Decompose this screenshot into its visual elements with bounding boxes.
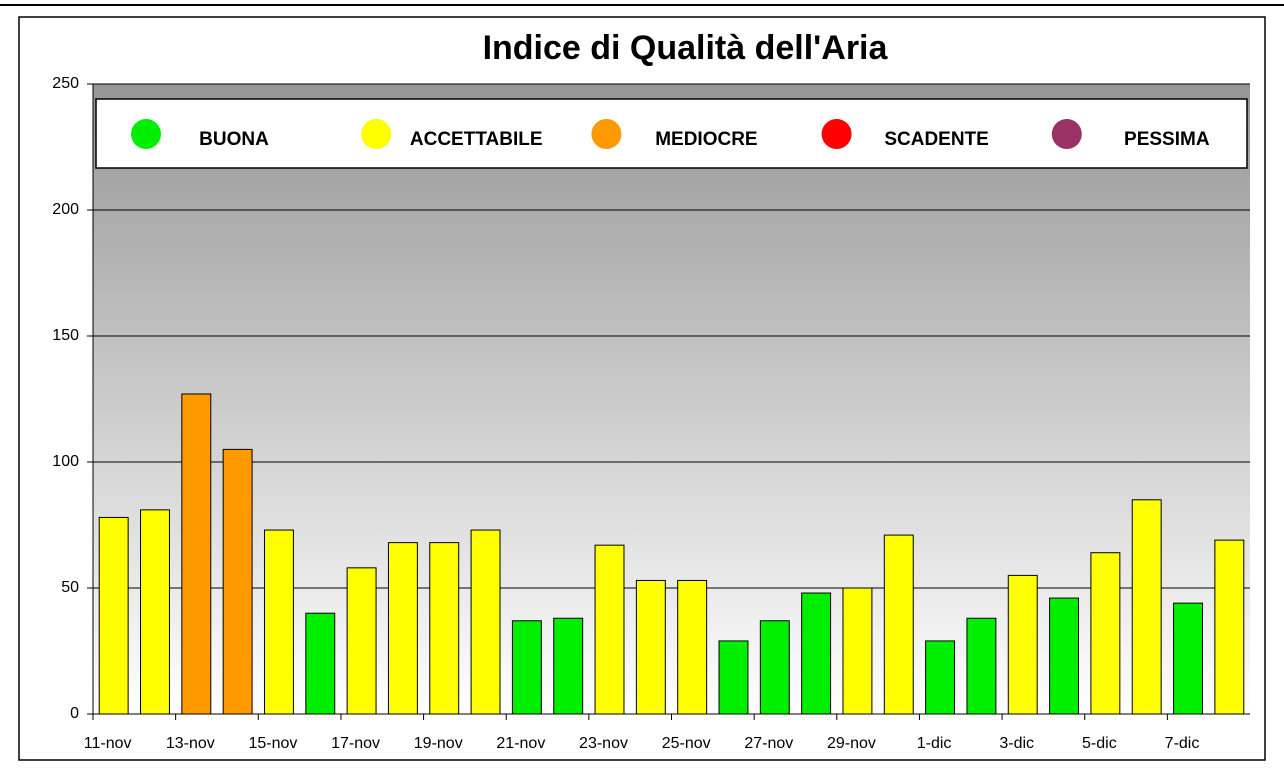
bar	[511, 620, 542, 715]
bar	[718, 640, 749, 715]
x-tick-label: 13-nov	[166, 735, 215, 752]
bar	[1007, 574, 1038, 715]
chart-title: Indice di Qualità dell'Aria	[483, 29, 889, 67]
legend-label: MEDIOCRE	[655, 129, 757, 150]
bar	[553, 617, 584, 715]
bar	[305, 612, 336, 715]
x-tick-label: 23-nov	[579, 735, 628, 752]
x-tick-label: 7-dic	[1165, 735, 1200, 752]
bar	[263, 529, 294, 715]
bar	[140, 509, 170, 715]
bar	[1049, 597, 1080, 715]
bar	[842, 587, 873, 715]
bar	[883, 534, 914, 715]
bar	[677, 579, 708, 715]
x-tick-label: 3-dic	[999, 735, 1034, 752]
legend-label: BUONA	[199, 129, 269, 150]
x-tick-label: 29-nov	[827, 735, 876, 752]
y-tick-label: 200	[52, 201, 79, 218]
bar	[98, 516, 129, 715]
bar	[1131, 499, 1162, 715]
x-tick-label: 25-nov	[662, 735, 711, 752]
legend-label: ACCETTABILE	[410, 129, 543, 150]
x-tick-label: 17-nov	[331, 735, 380, 752]
bar	[387, 542, 418, 715]
y-tick-label: 150	[52, 327, 79, 344]
legend-label: PESSIMA	[1124, 129, 1210, 150]
x-tick-label: 5-dic	[1082, 735, 1117, 752]
legend-swatch	[1051, 119, 1082, 149]
x-tick-label: 15-nov	[248, 735, 297, 752]
bar	[222, 448, 253, 715]
legend-swatch	[821, 119, 852, 149]
bar	[1214, 539, 1245, 715]
y-tick-label: 100	[52, 453, 79, 470]
bar	[429, 542, 460, 715]
bar	[801, 592, 832, 715]
y-tick-label: 50	[61, 579, 79, 596]
bar	[759, 620, 790, 715]
bar	[181, 393, 212, 715]
x-tick-label: 27-nov	[744, 735, 793, 752]
legend-swatch	[131, 119, 161, 149]
x-tick-label: 21-nov	[496, 735, 545, 752]
bar	[966, 617, 997, 715]
bar	[594, 544, 625, 715]
bar	[1090, 552, 1121, 715]
x-tick-label: 1-dic	[917, 735, 952, 752]
bar	[346, 567, 377, 715]
legend-swatch	[591, 119, 622, 149]
bar	[470, 529, 501, 715]
y-tick-label: 0	[70, 705, 79, 722]
legend-swatch	[361, 119, 392, 149]
x-tick-label: 11-nov	[84, 735, 132, 752]
y-tick-label: 250	[52, 75, 79, 92]
legend-label: SCADENTE	[884, 129, 989, 150]
bar	[635, 579, 666, 715]
bar	[1173, 602, 1203, 715]
bar	[925, 640, 956, 715]
x-tick-label: 19-nov	[414, 735, 463, 752]
